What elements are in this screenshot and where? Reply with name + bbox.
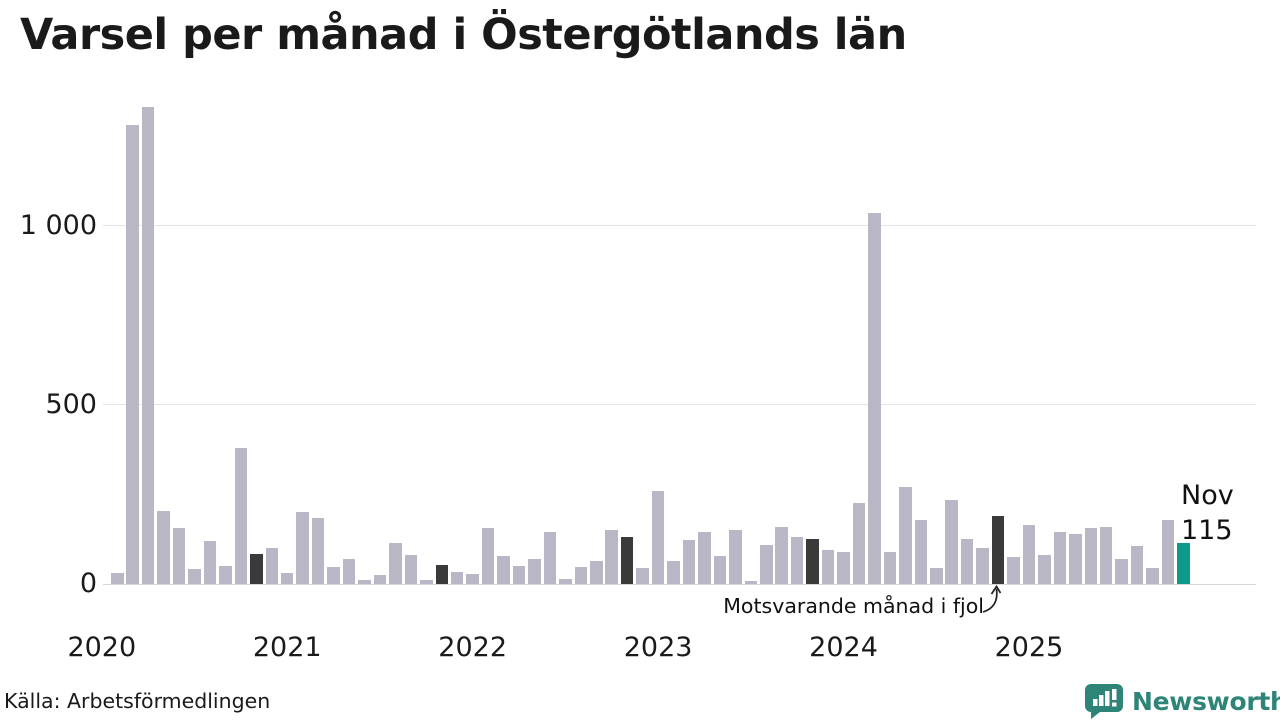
bar-2023-06 [729, 530, 742, 584]
bar-2020-09 [219, 566, 232, 584]
bar-2024-10 [976, 548, 989, 584]
bar-2020-05 [157, 510, 170, 584]
bar-2022-12 [636, 568, 649, 584]
bar-2023-01 [651, 490, 665, 584]
bar-2021-06 [358, 580, 371, 584]
newsworthy-logo-icon [1085, 684, 1123, 719]
bar-2022-04 [512, 566, 526, 584]
y-axis-tick-2: 1 000 [19, 209, 97, 241]
bar-2023-09 [775, 526, 788, 584]
bar-2025-11 [1177, 542, 1190, 584]
bar-2021-07 [373, 575, 387, 584]
bar-2020-12 [265, 548, 279, 584]
bar-2024-01 [837, 551, 850, 584]
bar-2020-03 [126, 125, 139, 584]
bar-2021-12 [450, 572, 464, 584]
bar-2023-04 [698, 532, 711, 584]
bar-2023-07 [744, 581, 758, 584]
bar-2021-04 [327, 566, 340, 584]
source-text: Källa: Arbetsförmedlingen [4, 689, 271, 713]
bar-2023-03 [682, 540, 696, 584]
x-axis-year-2025: 2025 [994, 632, 1064, 663]
bar-2025-09 [1146, 567, 1159, 584]
bar-2024-12 [1007, 557, 1020, 584]
bar-2025-04 [1069, 533, 1082, 584]
bar-2022-01 [466, 574, 479, 584]
bar-2024-08 [945, 499, 958, 584]
bar-2021-10 [420, 579, 433, 584]
bar-2025-08 [1130, 546, 1144, 584]
bar-2024-11 [991, 515, 1005, 584]
bar-2024-02 [852, 503, 866, 584]
bar-2022-11 [620, 537, 634, 584]
bar-2025-05 [1084, 528, 1098, 584]
bar-2021-08 [389, 542, 402, 584]
gridline-500 [103, 404, 1256, 406]
bar-2020-02 [111, 573, 124, 584]
bar-2025-01 [1022, 524, 1036, 584]
x-axis-year-2023: 2023 [623, 632, 693, 663]
bar-2022-09 [590, 560, 603, 584]
bar-2024-05 [899, 487, 912, 584]
x-axis-year-2022: 2022 [438, 632, 508, 663]
newsworthy-logo: Newsworthy [1084, 683, 1280, 719]
bar-2023-11 [806, 539, 819, 584]
bar-2022-08 [574, 566, 588, 584]
bar-2020-04 [141, 107, 155, 584]
annotation-comparison-month: Motsvarande månad i fjol [723, 594, 984, 618]
bar-2020-08 [203, 541, 217, 584]
bar-2022-03 [497, 556, 510, 584]
bar-2025-06 [1099, 526, 1113, 584]
bar-2021-03 [311, 517, 325, 584]
bar-2021-01 [280, 573, 294, 584]
x-axis-year-2021: 2021 [252, 632, 322, 663]
bar-2023-12 [821, 549, 835, 584]
y-axis-tick-0: 0 [79, 568, 97, 599]
bar-2022-05 [528, 558, 541, 584]
y-axis-tick-1: 500 [45, 388, 97, 420]
bar-2023-08 [760, 545, 773, 584]
last-point-month: Nov [1181, 480, 1234, 511]
annotation-arrow-icon [982, 584, 1002, 613]
bar-2021-11 [435, 565, 448, 584]
bar-2023-10 [790, 537, 804, 584]
gridline-1000 [103, 225, 1256, 227]
bar-2024-06 [914, 519, 928, 584]
bar-2023-05 [713, 556, 727, 584]
x-axis-year-2024: 2024 [809, 632, 878, 663]
bar-2020-06 [172, 528, 186, 584]
bar-2021-05 [342, 558, 356, 584]
last-point-value: 115 [1181, 515, 1233, 546]
chart-title: Varsel per månad i Östergötlands län [20, 10, 907, 60]
bar-2020-10 [234, 447, 248, 584]
bar-2020-07 [188, 568, 201, 584]
bar-2022-10 [605, 530, 618, 584]
bar-2024-03 [868, 213, 881, 584]
bar-2020-11 [250, 553, 263, 584]
bar-2021-09 [404, 554, 418, 584]
bar-2024-04 [883, 551, 897, 584]
bar-2025-10 [1161, 519, 1175, 584]
bar-2022-06 [543, 532, 557, 584]
bar-2022-02 [481, 528, 495, 584]
bar-2023-02 [667, 561, 680, 584]
gridline-0 [103, 583, 1256, 585]
bar-2024-09 [960, 539, 974, 584]
bar-2025-02 [1038, 555, 1051, 584]
x-axis-year-2020: 2020 [67, 632, 137, 663]
bar-2025-07 [1115, 558, 1128, 584]
bar-2025-03 [1053, 532, 1067, 584]
bar-2024-07 [930, 567, 943, 584]
last-point-label: Nov 115 [1181, 478, 1234, 548]
bar-2022-07 [559, 578, 572, 584]
bar-2021-02 [296, 512, 309, 584]
newsworthy-logo-text: Newsworthy [1132, 686, 1280, 716]
